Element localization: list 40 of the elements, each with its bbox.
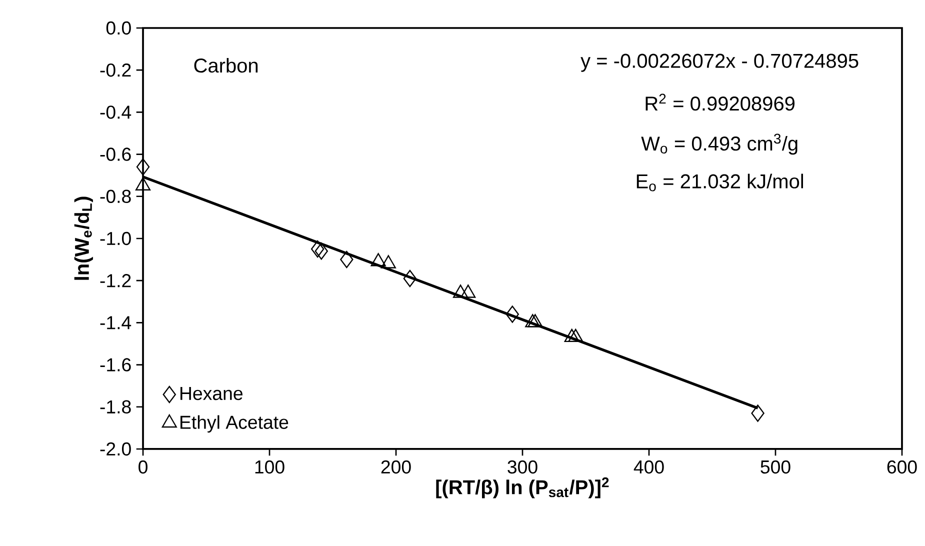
x-tick-label: 400 — [634, 460, 664, 474]
annotation: W$_{o}$ = 0.493 cm$^{3}$/g — [641, 134, 798, 155]
annotation: y = -0.00226072x - 0.70724895 — [580, 54, 858, 72]
x-tick-label: 200 — [381, 460, 411, 474]
x-tick-label: 300 — [508, 460, 538, 474]
point — [564, 328, 580, 342]
x-tick-label: 100 — [255, 460, 284, 474]
y-tick-label: 0.0 — [106, 21, 131, 35]
point — [568, 328, 584, 342]
point — [380, 255, 396, 268]
point — [528, 314, 543, 328]
x-tick-label: 600 — [887, 460, 917, 474]
annotation: Carbon — [194, 58, 258, 73]
y-tick-label: -1.6 — [100, 358, 131, 372]
legend-label: Ethyl Acetate — [180, 415, 288, 433]
y-tick-label: -1.8 — [100, 400, 131, 414]
point — [370, 253, 386, 266]
x-tick-label: 0 — [138, 460, 148, 474]
point — [314, 242, 328, 260]
point — [452, 284, 468, 298]
y-tick-label: -0.6 — [100, 148, 131, 161]
legend-label: Hexane — [180, 387, 242, 400]
annotation: E$_{o}$ = 21.032 kJ/mol — [636, 174, 804, 192]
y-axis-title: ln(W$_{e}$/d$_{L}$) — [74, 196, 93, 280]
y-tick-label: -1.0 — [100, 232, 131, 246]
x-axis-title: [(RT/β) ln (P$_{sat}$/P)]$^{2}$ — [436, 477, 609, 498]
point — [460, 284, 476, 298]
point — [310, 240, 324, 258]
y-tick-label: -0.8 — [100, 190, 131, 204]
point — [403, 270, 417, 288]
y-tick-label: -2.0 — [100, 442, 131, 456]
annotation: R$^{2}$ = 0.99208969 — [646, 94, 795, 111]
y-tick-label: -0.2 — [100, 63, 131, 77]
point — [136, 158, 150, 176]
y-tick-label: -1.2 — [100, 274, 131, 288]
point — [340, 250, 354, 268]
x-tick-label: 500 — [760, 460, 790, 474]
y-tick-label: -1.4 — [100, 316, 132, 330]
point — [525, 314, 540, 328]
y-tick-label: -0.4 — [100, 106, 132, 119]
